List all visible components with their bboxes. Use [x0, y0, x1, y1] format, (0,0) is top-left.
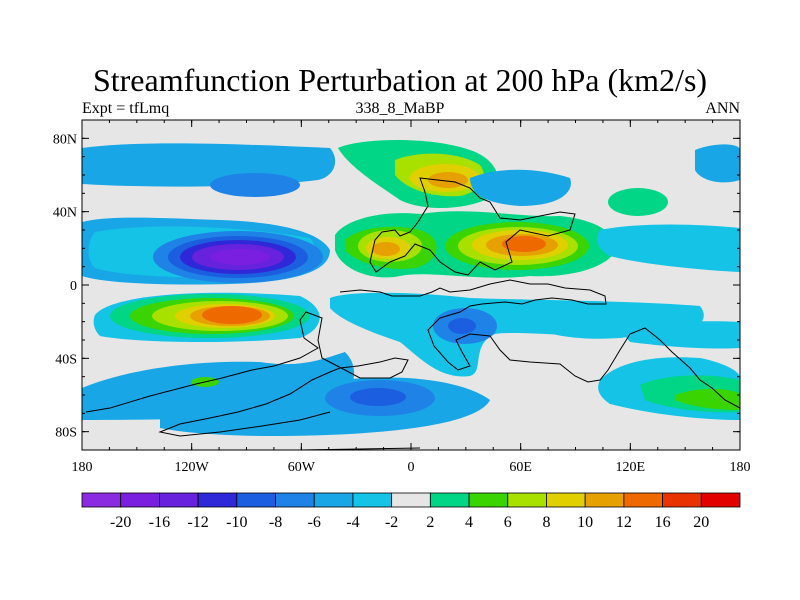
colorbar-label: -16	[149, 514, 170, 531]
colorbar-label: -4	[346, 514, 359, 531]
x-tick-label: 120E	[616, 460, 646, 475]
colorbar-label: 20	[693, 514, 709, 531]
x-tick-label: 180	[72, 460, 93, 475]
x-tick-label: 120W	[175, 460, 210, 475]
colorbar-label: -20	[110, 514, 131, 531]
colorbar-swatch	[429, 492, 470, 508]
y-tick-label: 0	[70, 279, 77, 294]
x-tick-label: 60E	[509, 460, 532, 475]
colorbar-swatch	[662, 492, 702, 508]
colorbar-label: -6	[308, 514, 321, 531]
y-tick-label: 40S	[55, 352, 77, 367]
colorbar-swatch	[197, 492, 238, 508]
colorbar-label: -8	[269, 514, 282, 531]
colorbar-label: -10	[226, 514, 247, 531]
colorbar-swatch	[159, 492, 199, 508]
colorbar-label: 2	[426, 514, 434, 531]
colorbar-label: -12	[187, 514, 208, 531]
colorbar-swatch	[81, 492, 122, 508]
streamfunction-contours	[82, 140, 740, 436]
colorbar-swatch	[275, 492, 315, 508]
season-label: ANN	[705, 100, 740, 117]
colorbar-swatch	[352, 492, 393, 508]
x-tick-label: 180	[730, 460, 751, 475]
x-tick-label: 0	[408, 460, 415, 475]
x-tick-label: 60W	[288, 460, 316, 475]
colorbar-swatch	[584, 492, 625, 508]
colorbar-swatch	[507, 492, 547, 508]
y-tick-label: 80S	[55, 426, 77, 441]
colorbar-swatch	[236, 492, 276, 508]
colorbar-swatch	[623, 492, 663, 508]
colorbar-swatch	[313, 492, 354, 508]
colorbar: -20 -16 -12 -10 -8 -6 -4 -2 2 4 6 8 10 12 16 20	[81, 492, 741, 531]
y-tick-label: 40N	[53, 206, 77, 221]
chart-title: Streamfunction Perturbation at 200 hPa (…	[92, 62, 708, 98]
colorbar-swatch	[546, 492, 586, 508]
colorbar-swatch	[700, 492, 741, 508]
period-label: 338_8_MaBP	[355, 100, 445, 117]
colorbar-label: 4	[465, 514, 473, 531]
colorbar-swatch	[391, 492, 431, 508]
experiment-label: Expt = tfLmq	[82, 100, 170, 117]
colorbar-label: 16	[655, 514, 671, 531]
colorbar-label: 12	[616, 514, 632, 531]
colorbar-label: 6	[504, 514, 512, 531]
axis-tick-labels: 180 120W 60W 0 60E 120E 180 80N 40N 0 40S 80S	[53, 132, 751, 475]
colorbar-label: 8	[542, 514, 550, 531]
colorbar-label: -2	[385, 514, 398, 531]
colorbar-label: 10	[577, 514, 593, 531]
axis-ticks	[81, 120, 741, 450]
colorbar-swatch	[468, 492, 509, 508]
y-tick-label: 80N	[53, 132, 77, 147]
colorbar-swatch	[120, 492, 160, 508]
